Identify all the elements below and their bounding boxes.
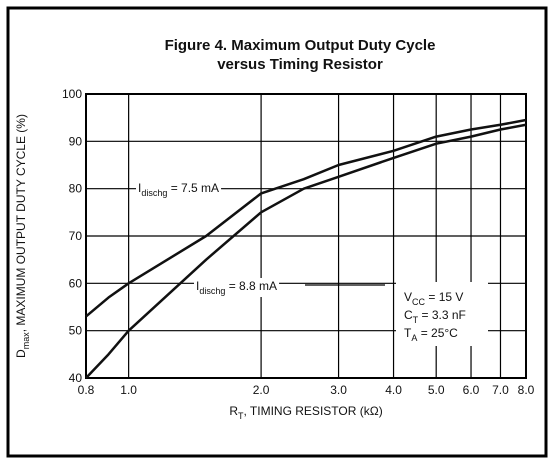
- series-label: Idischg = 7.5 mA: [138, 181, 219, 198]
- series-label-sub: dischg: [199, 286, 225, 296]
- series-line: [85, 123, 527, 379]
- series-label-base: I: [196, 279, 199, 293]
- frame: [6, 6, 548, 458]
- y-tick-label: 60: [69, 276, 83, 290]
- condition-sub: T: [413, 315, 419, 325]
- y-tick-label: 50: [69, 324, 83, 338]
- y-axis-label: Dmax, MAXIMUM OUTPUT DUTY CYCLE (%): [14, 114, 31, 358]
- x-tick-label: 4.0: [385, 383, 402, 397]
- y-tick-label: 40: [69, 371, 83, 385]
- y-axis-label-base: D: [14, 349, 28, 358]
- series-line: [85, 118, 527, 318]
- chart-title: Figure 4. Maximum Output Duty Cycle: [165, 37, 436, 54]
- x-tick-label: 5.0: [428, 383, 445, 397]
- y-tick-label: 90: [69, 134, 83, 148]
- condition-rest: = 15 V: [425, 290, 463, 304]
- condition: TA = 25°C: [404, 326, 458, 343]
- x-tick-label: 0.8: [78, 383, 95, 397]
- y-tick-label: 100: [62, 87, 82, 101]
- condition-rest: = 3.3 nF: [418, 308, 466, 322]
- conditions-box: [396, 282, 488, 346]
- x-tick-label: 1.0: [120, 383, 137, 397]
- condition: VCC = 15 V: [404, 290, 463, 307]
- x-axis-label: RT, TIMING RESISTOR (kΩ): [229, 404, 382, 421]
- series-label: Idischg = 8.8 mA: [196, 279, 277, 296]
- x-tick-label: 7.0: [492, 383, 509, 397]
- x-tick-label: 2.0: [253, 383, 270, 397]
- condition-base: T: [404, 326, 412, 340]
- x-axis-label-rest: , TIMING RESISTOR (kΩ): [243, 404, 382, 418]
- series-label-sub: dischg: [141, 188, 167, 198]
- condition-rest: = 25°C: [417, 326, 458, 340]
- x-axis-label-sub: T: [238, 411, 244, 421]
- condition-sub: A: [411, 333, 417, 343]
- condition-sub: CC: [412, 297, 425, 307]
- y-tick-label: 80: [69, 182, 83, 196]
- condition: CT = 3.3 nF: [404, 308, 466, 325]
- label-bg: [136, 180, 222, 199]
- condition-base: C: [404, 308, 413, 322]
- x-axis-label-base: R: [229, 404, 238, 418]
- series-label-base: I: [138, 181, 141, 195]
- y-axis-label-sub: max: [21, 332, 31, 350]
- condition-base: V: [404, 290, 412, 304]
- y-tick-label: 70: [69, 229, 83, 243]
- x-tick-label: 6.0: [463, 383, 480, 397]
- y-axis-label-rest: , MAXIMUM OUTPUT DUTY CYCLE (%): [14, 114, 28, 332]
- series-label-rest: = 7.5 mA: [167, 181, 219, 195]
- label-bg: [194, 278, 280, 297]
- x-tick-label: 8.0: [518, 383, 535, 397]
- series-label-rest: = 8.8 mA: [225, 279, 277, 293]
- chart-title: versus Timing Resistor: [217, 56, 383, 73]
- x-tick-label: 3.0: [330, 383, 347, 397]
